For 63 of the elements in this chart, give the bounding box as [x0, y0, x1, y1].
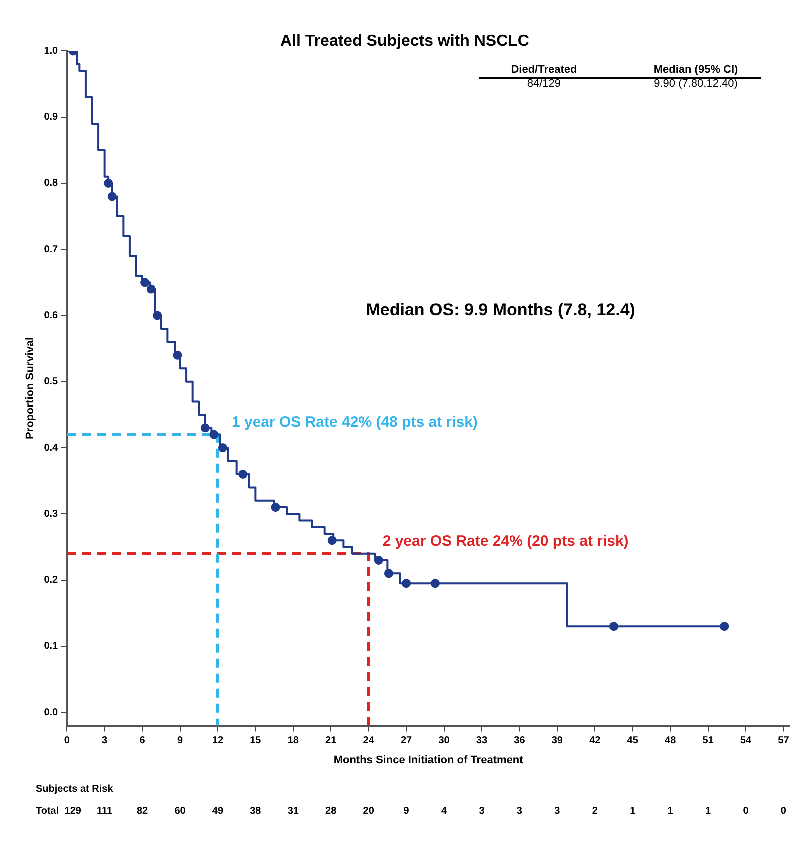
annotation: Died/Treated [511, 64, 578, 76]
chart-title: All Treated Subjects with NSCLC [280, 33, 530, 50]
text: 0 [780, 806, 787, 817]
text: 38 [250, 806, 262, 817]
text: 4 [441, 806, 448, 817]
x-tick-label: 48 [665, 736, 677, 747]
text: 49 [212, 806, 224, 817]
y-tick-label: 0.9 [44, 112, 59, 124]
text: 1 [630, 806, 636, 817]
y-tick-label: 0.3 [44, 508, 59, 520]
x-tick-label: 21 [326, 736, 338, 747]
text: 1 [706, 806, 712, 817]
y-tick-label: 0.8 [44, 178, 59, 190]
x-tick-label: 30 [438, 736, 450, 747]
annotation: 2 year OS Rate 24% (20 pts at risk) [382, 532, 629, 550]
text: 20 [363, 806, 375, 817]
x-tick-label: 18 [288, 736, 300, 747]
x-tick-label: 3 [102, 736, 108, 747]
text: 9 [404, 806, 410, 817]
annotation: Median (95% CI) [654, 64, 739, 76]
annotation: Median OS: 9.9 Months (7.8, 12.4) [366, 300, 636, 320]
text: 31 [288, 806, 300, 817]
x-tick-label: 57 [778, 736, 790, 747]
x-tick-label: 33 [476, 736, 488, 747]
y-tick-label: 0.7 [44, 244, 59, 256]
y-tick-label: 1.0 [44, 46, 59, 57]
text: 129 [64, 806, 82, 817]
x-tick-label: 0 [64, 736, 70, 747]
x-tick-label: 36 [514, 736, 526, 747]
text: 111 [97, 806, 114, 817]
text: 3 [554, 806, 561, 817]
text: 82 [136, 806, 149, 817]
annotation: 9.90 (7.80,12.40) [654, 78, 738, 90]
annotation: 84/129 [527, 78, 562, 90]
y-tick-label: 0.0 [44, 707, 59, 718]
x-tick-label: 24 [363, 736, 375, 747]
text: 3 [479, 806, 486, 817]
y-tick-label: 0.5 [44, 376, 59, 388]
y-tick-label: 0.6 [44, 310, 59, 322]
text: 1 [668, 806, 674, 817]
y-tick-label: 0.1 [44, 641, 59, 652]
annotation: 1 year OS Rate 42% (48 pts at risk) [232, 414, 478, 431]
text: 60 [174, 806, 186, 817]
text: 2 [592, 806, 598, 817]
text: Total [36, 806, 60, 817]
x-tick-label: 6 [140, 736, 146, 747]
y-axis-title: Proportion Survival [24, 337, 37, 440]
x-tick-label: 9 [177, 736, 184, 747]
x-tick-label: 51 [702, 736, 714, 747]
text: 28 [326, 806, 338, 817]
x-tick-label: 42 [590, 736, 602, 747]
x-tick-label: 45 [627, 736, 639, 747]
x-tick-label: 15 [250, 736, 262, 747]
text: 0 [743, 806, 750, 817]
x-axis-title: Months Since Initiation of Treatment [334, 754, 524, 766]
text: 3 [516, 806, 523, 817]
x-tick-label: 12 [212, 736, 224, 747]
x-tick-label: 54 [740, 736, 752, 747]
text: Subjects at Risk [36, 784, 114, 795]
x-tick-label: 39 [552, 736, 564, 747]
y-tick-label: 0.4 [44, 442, 59, 454]
y-tick-label: 0.2 [44, 575, 59, 586]
x-tick-label: 27 [400, 736, 413, 747]
